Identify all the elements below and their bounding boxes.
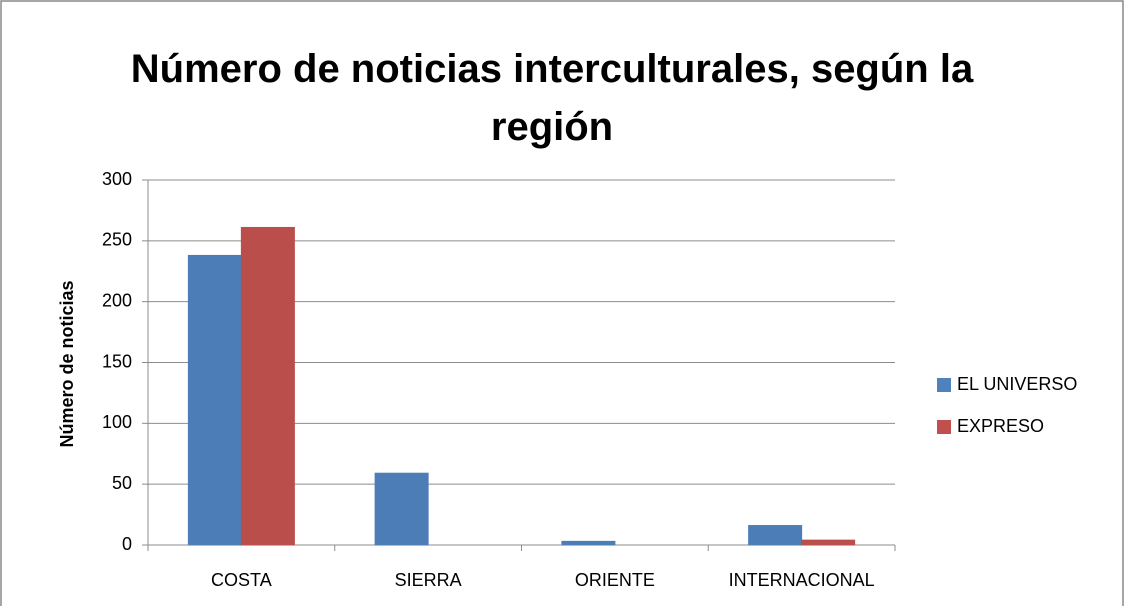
x-tick-label: SIERRA — [395, 570, 462, 590]
x-tick-label: INTERNACIONAL — [729, 570, 875, 590]
y-tick-label: 150 — [102, 351, 132, 371]
y-tick-label: 50 — [112, 473, 132, 493]
bar — [374, 472, 429, 546]
bar — [240, 226, 295, 546]
bar — [801, 539, 856, 546]
y-tick-label: 250 — [102, 230, 132, 250]
y-tick-label: 200 — [102, 290, 132, 310]
legend-swatch — [937, 420, 951, 434]
bar — [748, 525, 803, 546]
x-tick-label: COSTA — [211, 570, 272, 590]
bar — [187, 254, 242, 546]
legend-label: EXPRESO — [957, 416, 1044, 436]
y-tick-label: 100 — [102, 412, 132, 432]
y-tick-label: 0 — [122, 534, 132, 554]
legend-label: EL UNIVERSO — [957, 374, 1077, 394]
legend-swatch — [937, 378, 951, 392]
x-tick-label: ORIENTE — [575, 570, 655, 590]
y-tick-label: 300 — [102, 169, 132, 189]
bar — [561, 540, 616, 546]
chart-title: Número de noticias interculturales, segú… — [130, 47, 974, 149]
y-axis-label: Número de noticias — [57, 280, 77, 447]
